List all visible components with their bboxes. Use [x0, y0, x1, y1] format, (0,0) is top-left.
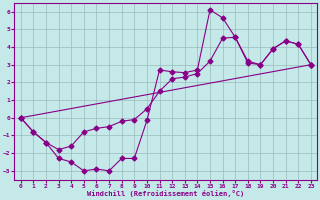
- X-axis label: Windchill (Refroidissement éolien,°C): Windchill (Refroidissement éolien,°C): [87, 190, 244, 197]
